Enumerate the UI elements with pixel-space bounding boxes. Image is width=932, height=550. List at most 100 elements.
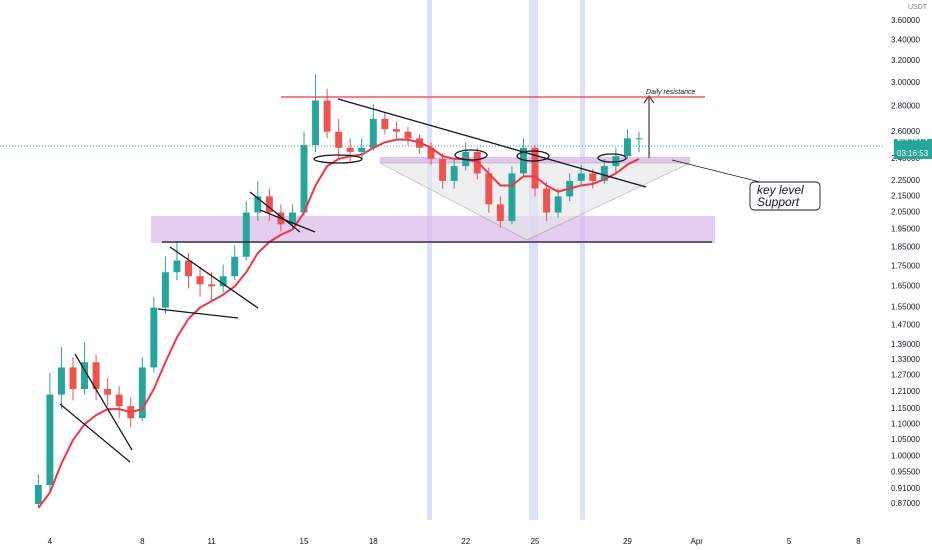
x-axis: 4 8 11 15 18 22 25 29 Apr 5 8 [48, 537, 862, 546]
candle [335, 118, 343, 159]
candle-body [335, 131, 343, 148]
callout-box [749, 181, 821, 211]
candle-body [288, 212, 296, 225]
candle [508, 166, 516, 225]
band [580, 0, 585, 520]
candle [208, 272, 216, 302]
candle-body [161, 272, 169, 308]
x-tick-label: 29 [623, 537, 632, 546]
x-tick-label: 18 [369, 537, 378, 546]
x-tick-label: 22 [461, 537, 470, 546]
candle [427, 142, 435, 165]
candle-body [496, 204, 504, 221]
candle [138, 357, 146, 422]
candle [496, 196, 504, 228]
y-tick-label: 0.87000 [891, 499, 920, 508]
moving-average [37, 138, 640, 509]
candle [623, 129, 631, 159]
candle-body [254, 196, 262, 213]
y-tick-label: 1.55000 [891, 303, 920, 312]
y-tick-label: 0.91000 [891, 484, 920, 493]
y-tick-label: 1.27000 [891, 370, 920, 379]
candle-body [150, 307, 158, 368]
ellipse [454, 149, 488, 161]
candle [531, 145, 539, 197]
price-tag [894, 139, 932, 159]
candle [635, 131, 643, 152]
trend-line [157, 308, 239, 319]
candle-body [404, 131, 412, 139]
trend-line [259, 209, 316, 233]
candle-body [312, 100, 320, 146]
candle-body [612, 156, 620, 167]
candle-body [231, 256, 239, 277]
trend-line [74, 353, 133, 451]
candle-body [46, 394, 54, 485]
y-tick-label: 2.25000 [891, 176, 920, 185]
candle-body [81, 362, 89, 390]
candle-body [208, 284, 216, 287]
annotation: Daily resistance [646, 89, 696, 96]
band [427, 0, 432, 520]
x-tick-label: 15 [300, 537, 309, 546]
candle [92, 354, 100, 401]
trend-line [169, 246, 259, 309]
annotation: key level [757, 183, 804, 197]
candle-body [543, 188, 551, 213]
y-tick-label: 1.39000 [891, 340, 920, 349]
candle [369, 104, 377, 151]
band [529, 0, 538, 520]
candle-body [219, 276, 227, 287]
candle-body [300, 145, 308, 213]
candle-body [369, 118, 377, 148]
candle-body [623, 138, 631, 157]
candle-body [577, 173, 585, 181]
x-tick-label: 5 [787, 537, 792, 546]
y-tick-label: 1.95000 [891, 225, 920, 234]
candle [242, 201, 250, 261]
candle-body [57, 367, 65, 395]
ellipse [597, 153, 627, 163]
y-axis-area [885, 0, 932, 550]
marks [34, 74, 643, 509]
trend-line [337, 98, 647, 188]
candle [543, 182, 551, 221]
candle-body [508, 173, 516, 221]
candle-body [381, 118, 389, 130]
candle-body [427, 147, 435, 159]
y-tick-label: 1.33000 [891, 355, 920, 364]
candle [381, 112, 389, 135]
candle-body [265, 196, 273, 213]
candle [300, 131, 308, 216]
candle-body [346, 147, 354, 152]
candle-body [323, 100, 331, 132]
ellipse [313, 154, 363, 164]
support-zone [151, 216, 715, 243]
candle [104, 378, 112, 407]
candle [346, 138, 354, 162]
callout-leader [671, 159, 773, 186]
countdown: 03:16:53 [897, 149, 929, 158]
y-tick-label: 3.00000 [891, 78, 920, 87]
candle-body [185, 260, 192, 277]
candle-body [600, 166, 608, 181]
y-tick-label: 1.05000 [891, 435, 920, 444]
candle-body [589, 173, 597, 181]
x-tick-label: 8 [140, 537, 145, 546]
candle [254, 180, 262, 221]
candle [404, 126, 412, 146]
candle [57, 347, 65, 410]
candle [161, 256, 169, 315]
y-tick-label: 3.60000 [891, 16, 920, 25]
arrow-head [643, 95, 655, 104]
candle [115, 386, 123, 419]
y-tick-label: 1.21000 [891, 387, 920, 396]
candle-body [69, 367, 77, 390]
y-tick-label: 1.00000 [891, 452, 920, 461]
x-tick-label: 11 [207, 537, 216, 546]
trend-line [249, 191, 301, 233]
highlight-bands [427, 0, 585, 520]
candle [150, 296, 158, 373]
